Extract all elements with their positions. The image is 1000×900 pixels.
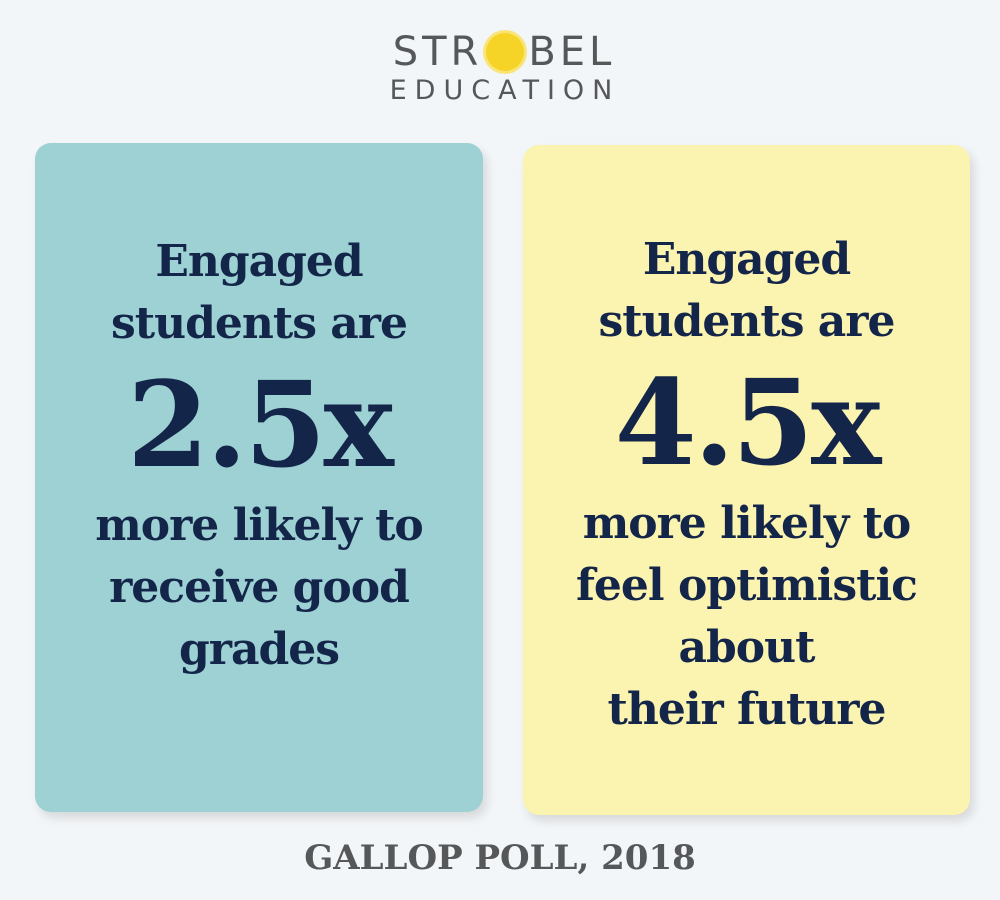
source-citation: GALLOP POLL, 2018 <box>304 838 696 878</box>
sun-icon <box>486 33 525 71</box>
card-detail-line: more likely to <box>582 498 912 549</box>
card-intro-line: Engaged <box>642 234 851 285</box>
card-detail-line: their future <box>607 684 887 735</box>
stat-card-grades: Engaged students are 2.5x more likely to… <box>35 143 483 812</box>
card-detail-line: grades <box>179 624 340 675</box>
card-intro-line: students are <box>111 298 408 349</box>
card-intro-line: students are <box>598 296 896 347</box>
logo-text-end: BEL <box>528 29 616 75</box>
card-detail-line: more likely to <box>95 500 424 551</box>
card-detail-line: receive good <box>109 562 410 613</box>
card-detail-line: feel optimistic <box>576 560 918 611</box>
card-stat: 2.5x <box>127 355 394 494</box>
card-intro-line: Engaged <box>155 236 363 287</box>
logo-subtitle: EDUCATION <box>389 75 621 106</box>
card-detail-line: about <box>678 622 816 673</box>
stat-card-optimism: Engaged students are 4.5x more likely to… <box>523 145 970 815</box>
strobel-education-logo: STR BEL EDUCATION <box>0 30 1000 106</box>
logo-text-start: STR <box>392 29 483 75</box>
card-stat: 4.5x <box>614 353 882 492</box>
